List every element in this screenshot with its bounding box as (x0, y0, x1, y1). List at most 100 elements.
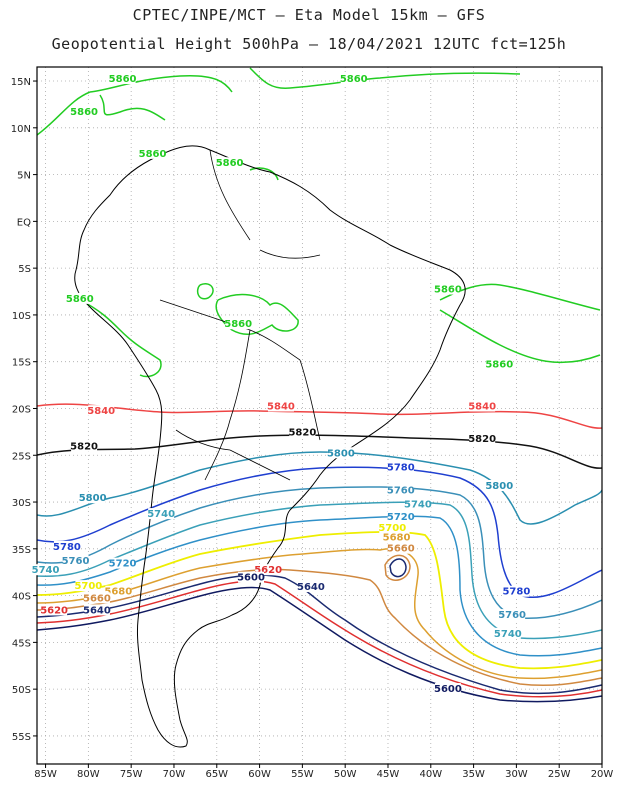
contour-label: 5820 (288, 428, 316, 439)
contour-label-bg (486, 480, 513, 492)
contour-5640 (37, 574, 602, 695)
contour-label-bg (109, 557, 136, 569)
contour-label-bg (494, 627, 521, 639)
tick-label-lon: 45W (377, 769, 400, 780)
contour-label: 5840 (87, 406, 115, 417)
contour-label-bg (225, 318, 252, 330)
contour-label: 5800 (485, 481, 513, 492)
contour-label: 5860 (139, 149, 167, 160)
tick-label-lat: 5N (17, 171, 31, 182)
contour-label-bg (387, 484, 414, 496)
contour-label: 5860 (485, 359, 513, 370)
contour-label-bg (255, 564, 282, 576)
contour-5700 (37, 531, 602, 670)
contour-label-bg (499, 609, 526, 621)
tick-label-lon: 50W (334, 769, 357, 780)
contour-5680-cell (389, 558, 407, 578)
tick-label-lon: 65W (205, 769, 228, 780)
contour-label-bg (71, 105, 98, 117)
tick-label-lat: EQ (17, 217, 31, 228)
contour-label-bg (71, 440, 98, 452)
contour-label: 5620 (254, 565, 282, 576)
contour-label: 5660 (387, 544, 415, 555)
contour-label-bg (404, 498, 431, 510)
contour-label: 5720 (109, 559, 137, 570)
tick-label-lat: 35S (12, 545, 31, 556)
map-frame (36, 66, 603, 765)
tick-label-lon: 70W (163, 769, 186, 780)
contour-label: 5860 (224, 319, 252, 330)
contour-label-bg (267, 400, 294, 412)
height-contours (37, 67, 602, 748)
contour-label-bg (387, 542, 414, 554)
tick-label-lat: 50S (12, 685, 31, 696)
contour-label-bg (83, 604, 110, 616)
contour-label-bg (105, 585, 132, 597)
contour-label: 5860 (216, 158, 244, 169)
contour-label-bg (387, 510, 414, 522)
tick-label-lon: 20W (591, 769, 614, 780)
contour-label: 5660 (83, 593, 111, 604)
tick-label-lat: 55S (12, 732, 31, 743)
contour-label: 5680 (104, 587, 132, 598)
contour-label: 5760 (498, 610, 526, 621)
contour-label-bg (66, 292, 93, 304)
chart-title: CPTEC/INPE/MCT – Eta Model 15km – GFS (132, 6, 486, 24)
contour-label-bg (75, 580, 102, 592)
contour-label-bg (469, 433, 496, 445)
contour-label: 5600 (237, 573, 265, 584)
contour-label-bg (83, 592, 110, 604)
lat-lon-grid (37, 67, 603, 764)
chart-subtitle: Geopotential Height 500hPa – 18/04/2021 … (51, 35, 567, 53)
contour-label: 5860 (66, 294, 94, 305)
contour-label-bg (88, 405, 115, 417)
contour-labels: 5860 5860 5860 5860 5860 5860 5860 5860 5860 5840… (32, 73, 530, 695)
tick-label-lat: 25S (12, 451, 31, 462)
contour-label-bg (148, 508, 175, 520)
contour-label-bg (434, 283, 461, 295)
tick-label-lat: 20S (12, 404, 31, 415)
contour-label-bg (503, 585, 530, 597)
contour-label: 5700 (378, 523, 406, 534)
contour-label-bg (469, 400, 496, 412)
tick-label-lon: 75W (120, 769, 143, 780)
contour-label-bg (139, 147, 166, 159)
contour-label: 5640 (297, 582, 325, 593)
contour-label: 5600 (434, 684, 462, 695)
contour-label-bg (41, 604, 68, 616)
contour-5660-cell (384, 554, 411, 581)
tick-label-lon: 40W (419, 769, 442, 780)
contour-5620 (37, 580, 602, 698)
contour-label: 5720 (387, 512, 415, 523)
contour-label: 5680 (383, 532, 411, 543)
contour-label-bg (434, 683, 461, 695)
tick-label-lat: 30S (12, 498, 31, 509)
contour-label: 5840 (468, 401, 496, 412)
tick-label-lon: 85W (34, 769, 57, 780)
south-america-coastline (74, 145, 466, 748)
contour-label: 5740 (404, 500, 432, 511)
contour-5600 (37, 586, 602, 703)
contour-5660 (37, 568, 602, 687)
tick-label-lat: 45S (12, 638, 31, 649)
tick-label-lat: 10N (11, 124, 31, 135)
contour-label-bg (32, 564, 59, 576)
contour-label-bg (238, 571, 265, 583)
country-borders (159, 149, 321, 481)
contour-label-bg (62, 554, 89, 566)
contour-label-bg (340, 73, 367, 85)
tick-label-lat: 40S (12, 592, 31, 603)
contour-label: 5800 (327, 448, 355, 459)
contour-label-bg (53, 540, 80, 552)
tick-label-lat: 15N (11, 77, 31, 88)
contour-label: 5820 (70, 442, 98, 453)
tick-label-lat: 15S (12, 358, 31, 369)
tick-label-lon: 55W (291, 769, 314, 780)
contour-label-bg (79, 492, 106, 504)
contour-5840 (37, 403, 602, 429)
contour-label: 5760 (387, 486, 415, 497)
contour-label: 5740 (32, 565, 60, 576)
tick-label-lon: 60W (248, 769, 271, 780)
contour-label: 5740 (494, 629, 522, 640)
tick-label-lon: 25W (548, 769, 571, 780)
